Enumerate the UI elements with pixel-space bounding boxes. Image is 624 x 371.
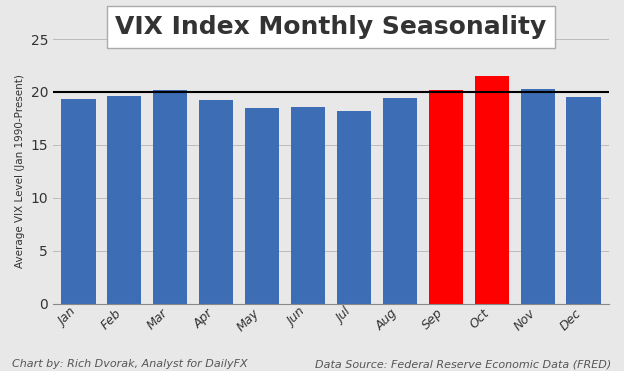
Text: Data Source: Federal Reserve Economic Data (FRED): Data Source: Federal Reserve Economic Da… — [315, 359, 612, 369]
Bar — [383, 98, 417, 303]
Bar — [199, 101, 233, 303]
Bar — [520, 89, 555, 303]
Bar — [567, 97, 601, 303]
Bar — [337, 112, 371, 303]
Y-axis label: Average VIX Level (Jan 1990-Present): Average VIX Level (Jan 1990-Present) — [15, 74, 25, 268]
Bar — [475, 76, 509, 303]
Bar — [291, 107, 325, 303]
Bar — [429, 90, 463, 303]
Bar — [153, 90, 187, 303]
Text: Chart by: Rich Dvorak, Analyst for DailyFX: Chart by: Rich Dvorak, Analyst for Daily… — [12, 359, 248, 369]
Bar — [61, 99, 95, 303]
Bar — [245, 108, 280, 303]
Title: VIX Index Monthly Seasonality: VIX Index Monthly Seasonality — [115, 15, 547, 39]
Bar — [107, 96, 142, 303]
